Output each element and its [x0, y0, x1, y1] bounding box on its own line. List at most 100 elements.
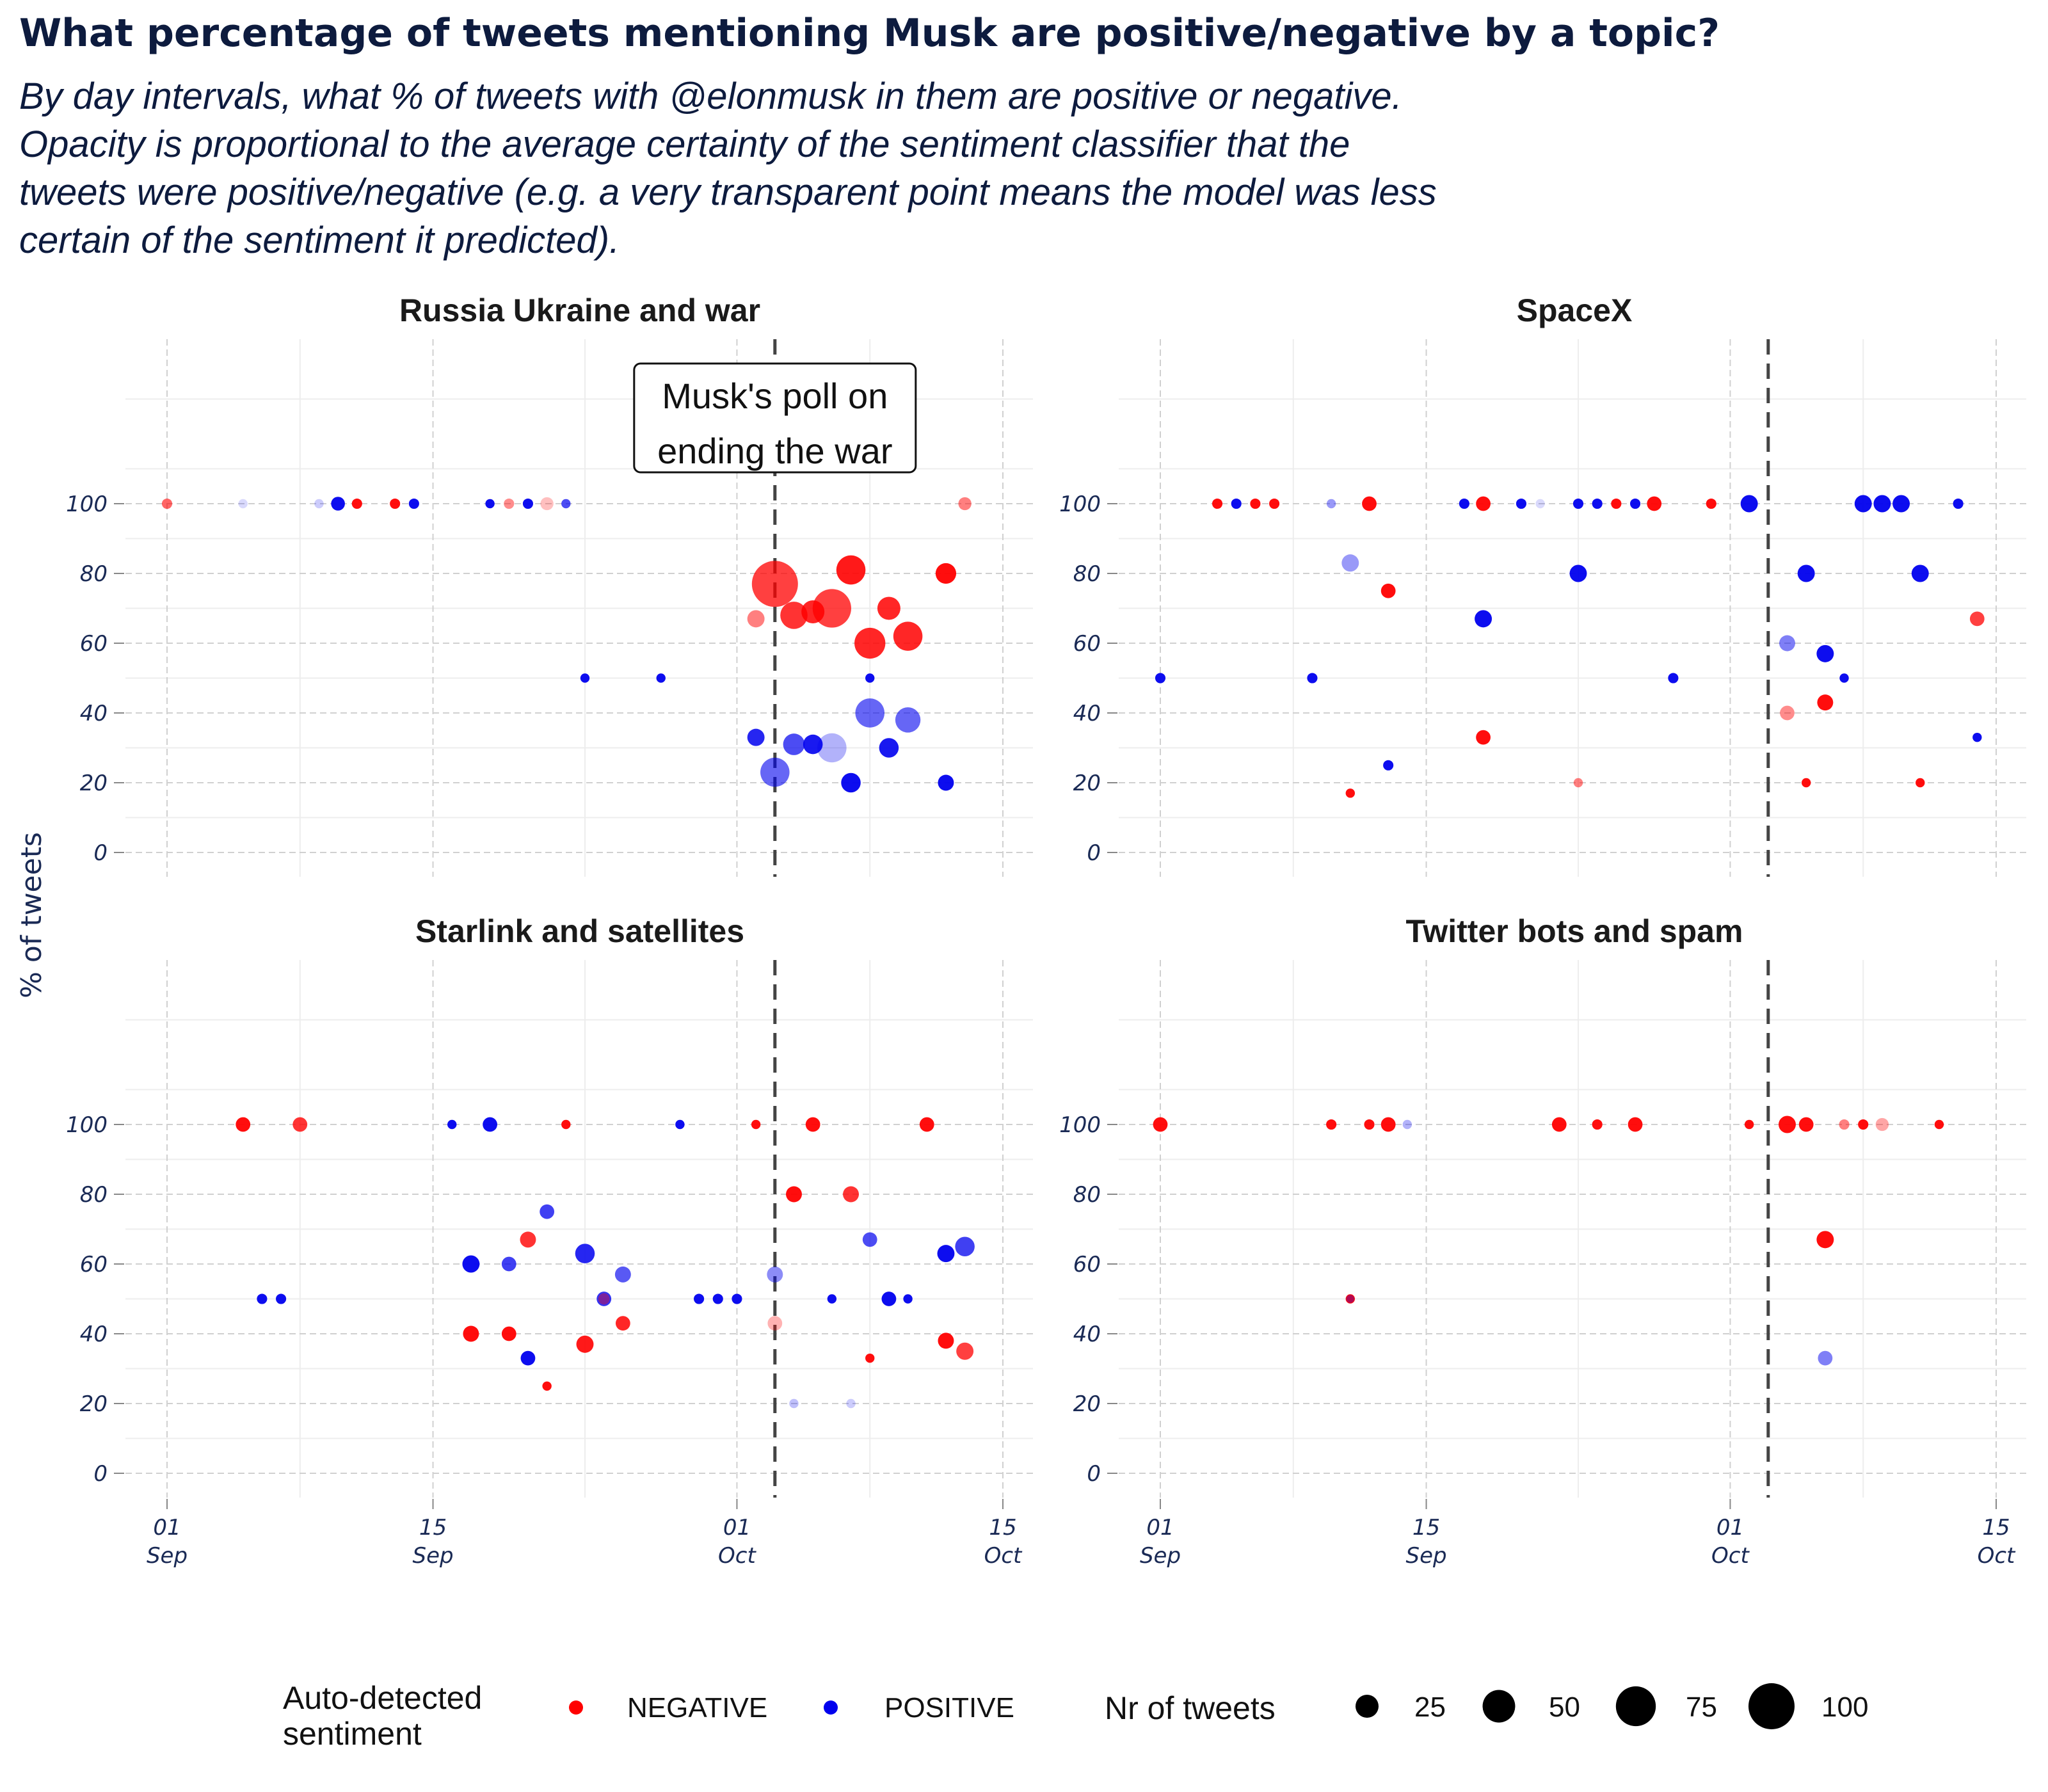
data-point-positive [1911, 564, 1929, 582]
y-tick-label: 100 [66, 492, 108, 517]
legend-size-label: 100 [1821, 1692, 1868, 1723]
y-tick-label: 0 [93, 1461, 108, 1487]
x-tick-label: 15 [989, 1515, 1016, 1540]
data-point-negative [1380, 1117, 1396, 1132]
data-point-positive [522, 498, 534, 509]
data-point-negative [1364, 1119, 1375, 1130]
data-point-negative [1573, 778, 1583, 788]
data-point-positive [1592, 498, 1603, 509]
legend-sentiment-title: sentiment [283, 1716, 422, 1752]
data-point-positive [331, 497, 345, 511]
y-tick-label: 60 [80, 631, 108, 657]
x-tick-label-month: Oct [718, 1543, 756, 1569]
legend-size-key [1615, 1686, 1656, 1727]
facet-2: Starlink and satellites 0 20 40 60 80 100 01 Sep… [66, 913, 1033, 1569]
y-tick-label: 20 [1073, 1391, 1101, 1417]
data-point-positive [1854, 495, 1872, 513]
y-tick-label: 80 [1073, 561, 1101, 587]
y-tick-label: 40 [1073, 701, 1101, 726]
data-point-positive [865, 673, 875, 683]
data-point-negative [805, 1117, 820, 1132]
data-point-negative [520, 1231, 536, 1248]
data-point-positive [789, 1398, 799, 1409]
data-point-negative [751, 561, 798, 607]
data-point-negative [598, 1293, 610, 1305]
data-point-negative [865, 1353, 875, 1363]
data-point-positive [1402, 1119, 1412, 1130]
facet-3: Twitter bots and spam 0 20 40 60 80 100 01 Sep 15… [1059, 913, 2026, 1569]
data-point-negative [351, 498, 362, 509]
data-point-negative [292, 1117, 308, 1132]
data-point-negative [1476, 730, 1491, 745]
data-point-positive [520, 1350, 536, 1366]
facet-0: Russia Ukraine and war 0 20 40 60 80 100 Musk's… [66, 292, 1033, 877]
x-tick-label: 01 [153, 1515, 180, 1540]
data-point-negative [1816, 1231, 1834, 1249]
data-point-positive [955, 1236, 975, 1257]
data-point-positive [1816, 644, 1834, 662]
data-point-negative [236, 1117, 251, 1132]
data-point-negative [1592, 1119, 1603, 1130]
data-point-positive [1535, 499, 1545, 509]
data-point-positive [276, 1293, 287, 1304]
data-point-negative [1153, 1117, 1168, 1132]
y-tick-label: 20 [80, 771, 108, 796]
legend-size-label: 50 [1549, 1692, 1580, 1723]
data-point-positive [483, 1117, 497, 1132]
x-tick-label-month: Sep [412, 1543, 453, 1569]
x-tick-label-month: Oct [1711, 1543, 1750, 1569]
x-tick-label-month: Oct [1978, 1543, 2016, 1569]
chart-title: What percentage of tweets mentioning Mus… [19, 11, 1720, 56]
data-point-positive [580, 673, 590, 683]
legend-label-negative: NEGATIVE [627, 1692, 767, 1724]
facet-title: SpaceX [1517, 292, 1633, 328]
data-point-positive [1516, 498, 1527, 509]
data-point-positive [1953, 498, 1964, 509]
facet-title: Twitter bots and spam [1406, 913, 1743, 949]
data-point-negative [1345, 1294, 1356, 1304]
data-point-positive [694, 1293, 705, 1304]
data-point-positive [817, 733, 847, 763]
legend-size-key [1482, 1690, 1516, 1723]
data-point-positive [1155, 673, 1166, 684]
chart-subtitle-line-3: tweets were positive/negative (e.g. a ve… [19, 172, 1437, 213]
data-point-positive [881, 1292, 897, 1306]
data-point-negative [390, 498, 401, 509]
data-point-negative [161, 498, 173, 509]
data-point-positive [447, 1119, 457, 1130]
data-point-negative [576, 1335, 594, 1353]
y-tick-label: 40 [80, 1322, 108, 1347]
data-point-positive [257, 1293, 268, 1304]
legend-key-positive [824, 1700, 838, 1715]
data-point-positive [1572, 498, 1584, 509]
data-point-positive [1797, 564, 1815, 582]
data-point-negative [919, 1117, 934, 1132]
y-tick-label: 20 [1073, 771, 1101, 796]
x-tick-label: 01 [723, 1515, 751, 1540]
data-point-negative [938, 1332, 954, 1349]
data-point-negative [935, 563, 957, 584]
data-point-positive [1383, 760, 1394, 771]
data-point-positive [314, 499, 324, 509]
data-point-negative [812, 589, 851, 628]
data-point-negative [1801, 778, 1811, 788]
data-point-negative [540, 497, 554, 511]
chart-subtitle-line-1: By day intervals, what % of tweets with … [19, 76, 1402, 117]
data-point-negative [1551, 1117, 1567, 1132]
data-point-negative [542, 1381, 552, 1391]
data-point-positive [462, 1255, 480, 1273]
data-point-negative [786, 1186, 802, 1203]
y-tick-label: 0 [1087, 1461, 1101, 1487]
data-point-positive [675, 1119, 685, 1130]
data-point-positive [1326, 499, 1336, 509]
legend-key-negative [569, 1700, 583, 1715]
data-point-positive [803, 734, 823, 755]
annotation-text: ending the war [657, 431, 892, 471]
facet-panels: Russia Ukraine and war 0 20 40 60 80 100 Musk's… [66, 292, 2026, 1569]
data-point-negative [1839, 1119, 1850, 1130]
y-tick-label: 80 [80, 561, 108, 587]
y-tick-label: 80 [1073, 1182, 1101, 1208]
y-tick-label: 60 [80, 1252, 108, 1277]
